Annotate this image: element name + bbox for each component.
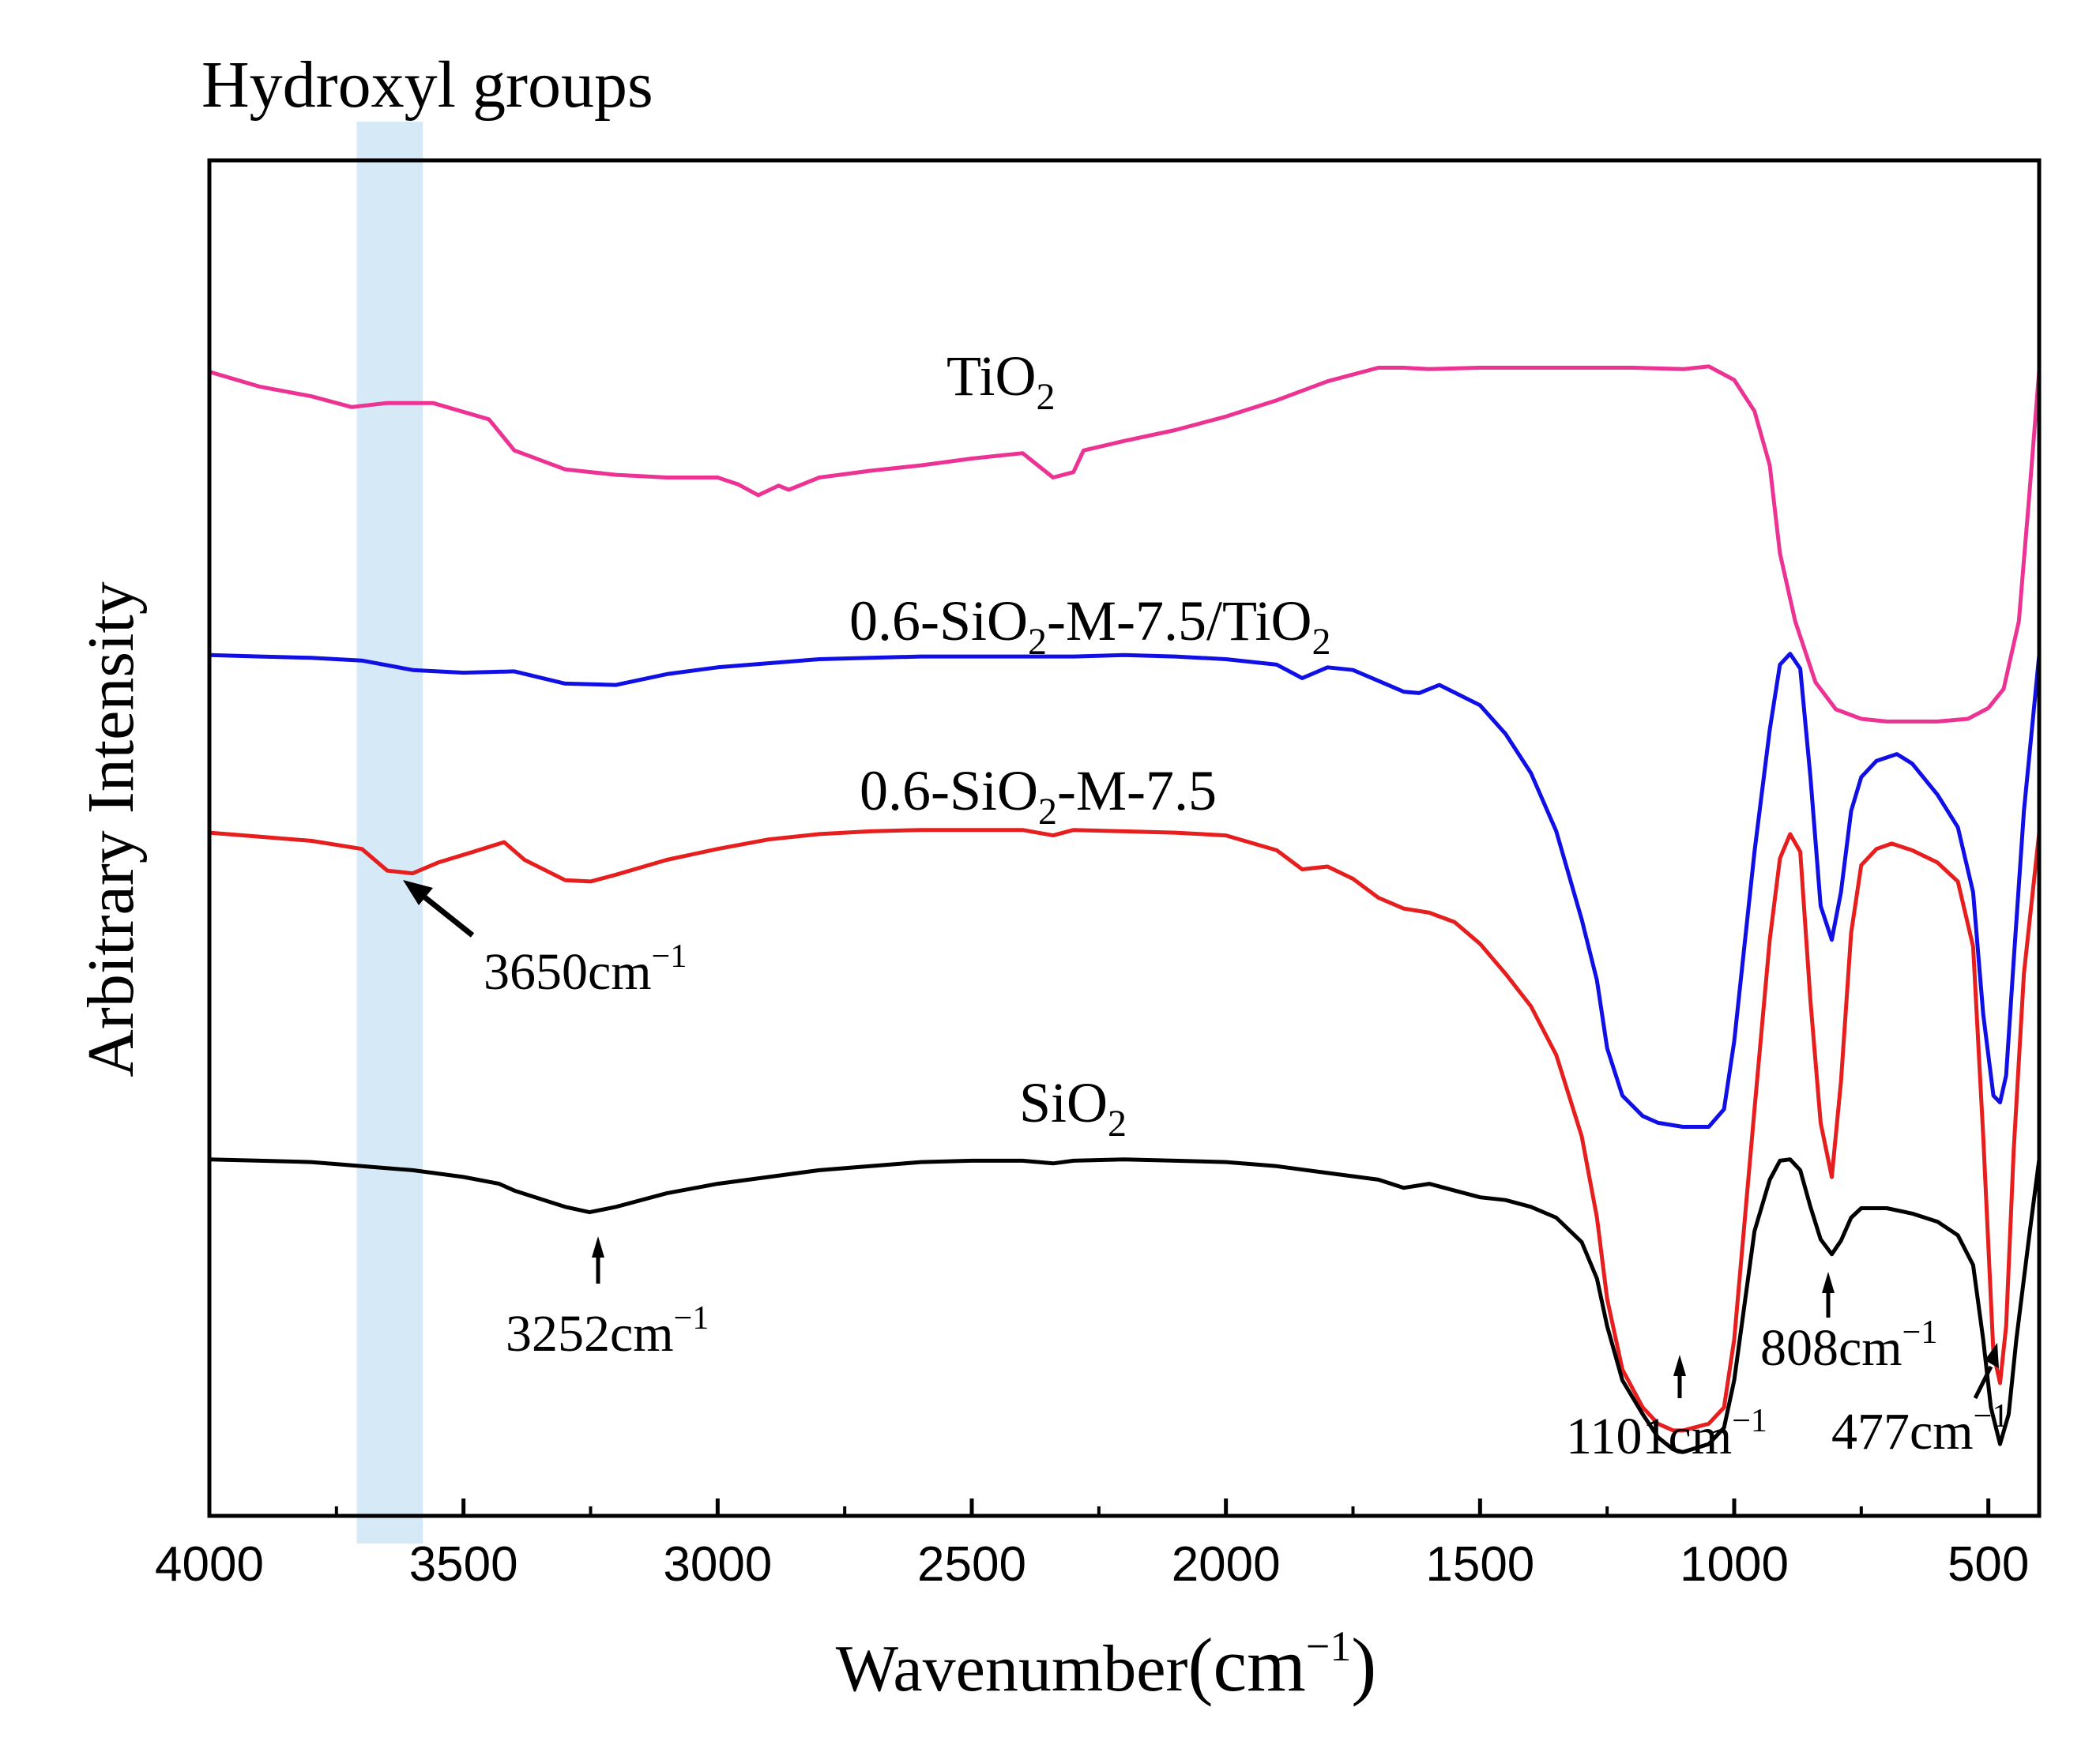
plot-frame: [207, 158, 2042, 1518]
x-tick-label: 500: [1948, 1537, 2029, 1592]
series-line-0: [209, 364, 2042, 724]
x-tick-label: 2000: [1172, 1537, 1281, 1592]
series-line-3: [209, 1157, 2042, 1454]
hydroxyl-groups-label: Hydroxyl groups: [201, 48, 653, 122]
annotation-808: 808cm−1: [1760, 1272, 1937, 1377]
series-label-sio2: SiO2: [1019, 1071, 1127, 1145]
annotation-1101: 1101cm−1: [1566, 1355, 1767, 1465]
x-tick-label: 1500: [1425, 1537, 1534, 1592]
x-axis-title: Wavenumber(cm−1): [836, 1623, 1376, 1707]
svg-text:808cm−1: 808cm−1: [1760, 1314, 1937, 1377]
x-tick-label: 2500: [917, 1537, 1026, 1592]
y-axis-title: Arbitrary Intensity: [74, 581, 148, 1077]
annotation-477: 477cm−1: [1831, 1343, 2008, 1461]
svg-text:3650cm−1: 3650cm−1: [484, 938, 687, 1001]
svg-text:477cm−1: 477cm−1: [1831, 1398, 2008, 1461]
svg-text:1101cm−1: 1101cm−1: [1566, 1403, 1767, 1465]
x-tick-label: 3000: [663, 1537, 772, 1592]
x-tick-label: 1000: [1680, 1537, 1789, 1592]
series-label-composite-tio2: 0.6-SiO2-M-7.5/TiO2: [849, 589, 1330, 663]
series-line-2: [209, 828, 2042, 1433]
series-label-tio2: TiO2: [947, 344, 1055, 418]
hydroxyl-highlight-band: [356, 122, 423, 1544]
x-tick-label: 4000: [155, 1537, 264, 1592]
svg-text:3252cm−1: 3252cm−1: [506, 1300, 709, 1363]
series-label-composite: 0.6-SiO2-M-7.5: [860, 759, 1217, 833]
annotation-3252: 3252cm−1: [506, 1236, 709, 1363]
annotation-3650: 3650cm−1: [403, 880, 687, 1001]
x-tick-label: 3500: [409, 1537, 518, 1592]
series-line-1: [209, 652, 2042, 1129]
